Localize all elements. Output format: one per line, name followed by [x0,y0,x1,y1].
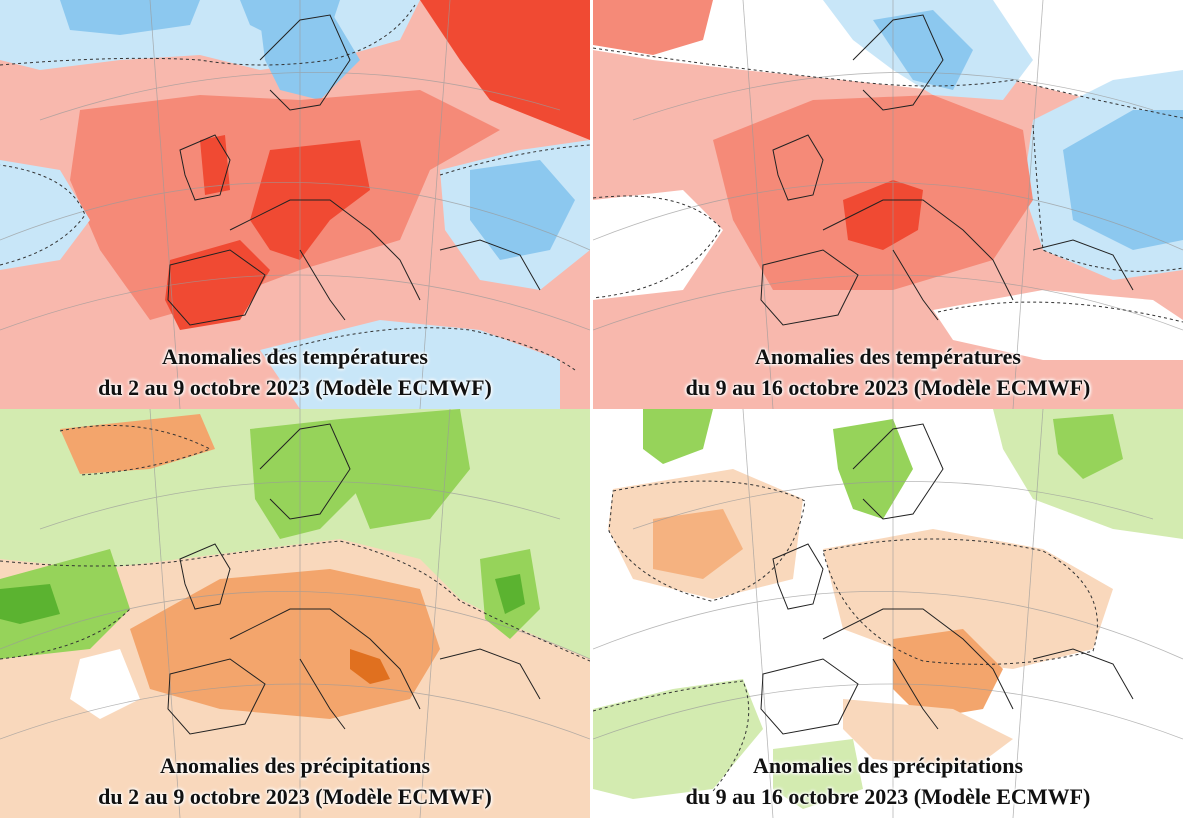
caption-title: Anomalies des précipitations [752,753,1024,778]
precipitation-map-graphic [593,409,1183,818]
map-caption: Anomalies des précipitations du 2 au 9 o… [0,750,590,812]
caption-title: Anomalies des températures [162,344,428,369]
precipitation-anomaly-map-week2: Anomalies des précipitations du 9 au 16 … [593,409,1183,818]
caption-title: Anomalies des températures [755,344,1021,369]
temperature-map-graphic [593,0,1183,409]
temperature-anomaly-map-week1: Anomalies des températures du 2 au 9 oct… [0,0,590,409]
map-caption: Anomalies des températures du 2 au 9 oct… [0,341,590,403]
caption-period: du 2 au 9 octobre 2023 (Modèle ECMWF) [98,784,492,809]
caption-title: Anomalies des précipitations [159,753,431,778]
temperature-map-graphic [0,0,590,409]
precipitation-map-graphic [0,409,590,818]
caption-period: du 9 au 16 octobre 2023 (Modèle ECMWF) [685,375,1091,400]
caption-period: du 9 au 16 octobre 2023 (Modèle ECMWF) [685,784,1091,809]
vertical-divider [590,0,593,818]
map-caption: Anomalies des températures du 9 au 16 oc… [593,341,1183,403]
precipitation-anomaly-map-week1: Anomalies des précipitations du 2 au 9 o… [0,409,590,818]
map-caption: Anomalies des précipitations du 9 au 16 … [593,750,1183,812]
caption-period: du 2 au 9 octobre 2023 (Modèle ECMWF) [98,375,492,400]
temperature-anomaly-map-week2: Anomalies des températures du 9 au 16 oc… [593,0,1183,409]
